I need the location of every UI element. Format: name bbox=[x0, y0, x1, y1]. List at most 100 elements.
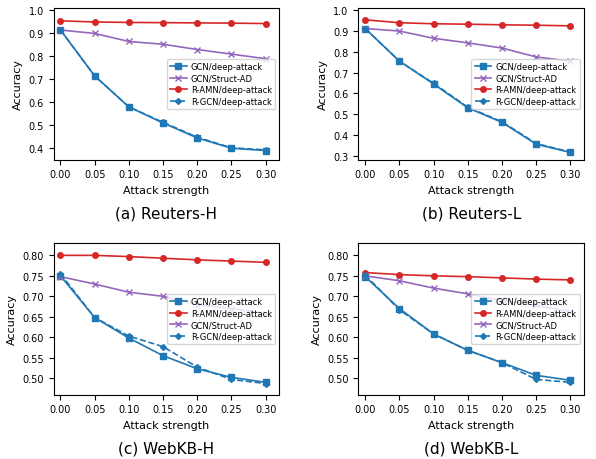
Line: R-GCN/deep-attack: R-GCN/deep-attack bbox=[58, 272, 268, 386]
R-AMN/deep-attack bbox=[533, 277, 540, 282]
GCN/deep-attack bbox=[430, 82, 437, 88]
R-GCN/deep-attack bbox=[567, 150, 574, 156]
R-AMN/deep-attack bbox=[498, 275, 505, 281]
GCN/deep-attack bbox=[91, 74, 98, 79]
GCN/deep-attack bbox=[396, 306, 403, 312]
R-GCN/deep-attack bbox=[262, 381, 269, 386]
GCN/Struct-AD bbox=[464, 41, 471, 46]
X-axis label: Attack strength: Attack strength bbox=[428, 185, 514, 196]
R-GCN/deep-attack bbox=[567, 380, 574, 385]
Y-axis label: Accuracy: Accuracy bbox=[312, 294, 321, 345]
GCN/Struct-AD bbox=[362, 27, 369, 32]
Y-axis label: Accuracy: Accuracy bbox=[318, 59, 328, 110]
GCN/Struct-AD bbox=[430, 36, 437, 42]
R-AMN/deep-attack bbox=[362, 270, 369, 276]
R-GCN/deep-attack bbox=[57, 271, 64, 277]
R-AMN/deep-attack bbox=[567, 24, 574, 29]
R-AMN/deep-attack bbox=[194, 257, 201, 263]
R-GCN/deep-attack bbox=[160, 120, 167, 126]
GCN/deep-attack bbox=[362, 27, 369, 32]
GCN/Struct-AD bbox=[362, 274, 369, 279]
GCN/deep-attack bbox=[91, 315, 98, 321]
Legend: GCN/deep-attack, R-AMN/deep-attack, GCN/Struct-AD, R-GCN/deep-attack: GCN/deep-attack, R-AMN/deep-attack, GCN/… bbox=[166, 294, 275, 344]
R-GCN/deep-attack bbox=[498, 360, 505, 366]
R-AMN/deep-attack bbox=[533, 23, 540, 29]
GCN/Struct-AD bbox=[57, 28, 64, 34]
R-GCN/deep-attack bbox=[533, 377, 540, 382]
GCN/Struct-AD bbox=[533, 55, 540, 61]
X-axis label: Attack strength: Attack strength bbox=[123, 420, 210, 430]
GCN/Struct-AD bbox=[228, 306, 235, 312]
R-AMN/deep-attack bbox=[194, 21, 201, 27]
Line: R-AMN/deep-attack: R-AMN/deep-attack bbox=[58, 19, 268, 27]
X-axis label: Attack strength: Attack strength bbox=[123, 185, 210, 196]
R-AMN/deep-attack bbox=[228, 259, 235, 264]
R-GCN/deep-attack bbox=[194, 135, 201, 140]
GCN/deep-attack bbox=[430, 331, 437, 337]
R-AMN/deep-attack bbox=[430, 274, 437, 279]
GCN/deep-attack bbox=[498, 120, 505, 126]
GCN/Struct-AD bbox=[464, 291, 471, 297]
GCN/Struct-AD bbox=[567, 309, 574, 315]
R-AMN/deep-attack bbox=[262, 22, 269, 27]
Line: GCN/deep-attack: GCN/deep-attack bbox=[362, 274, 573, 383]
GCN/Struct-AD bbox=[194, 302, 201, 308]
R-GCN/deep-attack bbox=[125, 334, 132, 339]
R-AMN/deep-attack bbox=[362, 18, 369, 23]
R-GCN/deep-attack bbox=[430, 331, 437, 337]
R-GCN/deep-attack bbox=[57, 28, 64, 34]
GCN/deep-attack bbox=[262, 380, 269, 385]
GCN/deep-attack bbox=[533, 142, 540, 148]
R-GCN/deep-attack bbox=[228, 146, 235, 151]
R-GCN/deep-attack bbox=[228, 377, 235, 382]
R-AMN/deep-attack bbox=[91, 20, 98, 26]
R-AMN/deep-attack bbox=[91, 253, 98, 258]
GCN/deep-attack bbox=[57, 28, 64, 34]
GCN/deep-attack bbox=[464, 348, 471, 353]
R-GCN/deep-attack bbox=[262, 148, 269, 153]
GCN/Struct-AD bbox=[194, 48, 201, 53]
R-AMN/deep-attack bbox=[228, 21, 235, 27]
R-AMN/deep-attack bbox=[160, 256, 167, 262]
Line: R-GCN/deep-attack: R-GCN/deep-attack bbox=[58, 29, 268, 152]
R-AMN/deep-attack bbox=[160, 21, 167, 26]
R-GCN/deep-attack bbox=[91, 315, 98, 321]
R-GCN/deep-attack bbox=[194, 364, 201, 370]
GCN/deep-attack bbox=[396, 59, 403, 65]
GCN/Struct-AD bbox=[57, 274, 64, 280]
Line: GCN/deep-attack: GCN/deep-attack bbox=[58, 28, 268, 154]
Line: GCN/Struct-AD: GCN/Struct-AD bbox=[362, 27, 573, 65]
Line: R-AMN/deep-attack: R-AMN/deep-attack bbox=[362, 270, 573, 283]
R-GCN/deep-attack bbox=[396, 308, 403, 313]
GCN/Struct-AD bbox=[91, 282, 98, 287]
GCN/deep-attack bbox=[57, 274, 64, 279]
R-GCN/deep-attack bbox=[91, 74, 98, 79]
Y-axis label: Accuracy: Accuracy bbox=[7, 294, 17, 345]
Line: R-AMN/deep-attack: R-AMN/deep-attack bbox=[58, 253, 268, 265]
GCN/Struct-AD bbox=[498, 298, 505, 303]
GCN/Struct-AD bbox=[125, 39, 132, 45]
Line: GCN/Struct-AD: GCN/Struct-AD bbox=[362, 274, 573, 315]
GCN/deep-attack bbox=[160, 121, 167, 127]
GCN/deep-attack bbox=[262, 148, 269, 154]
R-AMN/deep-attack bbox=[396, 272, 403, 278]
GCN/deep-attack bbox=[194, 136, 201, 141]
R-GCN/deep-attack bbox=[464, 105, 471, 111]
Line: GCN/Struct-AD: GCN/Struct-AD bbox=[58, 274, 268, 317]
R-AMN/deep-attack bbox=[567, 278, 574, 283]
Line: R-GCN/deep-attack: R-GCN/deep-attack bbox=[363, 28, 573, 155]
Text: (b) Reuters-L: (b) Reuters-L bbox=[421, 206, 521, 221]
GCN/Struct-AD bbox=[430, 286, 437, 291]
GCN/deep-attack bbox=[567, 378, 574, 383]
Line: GCN/Struct-AD: GCN/Struct-AD bbox=[58, 28, 268, 62]
GCN/Struct-AD bbox=[160, 294, 167, 299]
Line: GCN/deep-attack: GCN/deep-attack bbox=[58, 274, 268, 385]
GCN/Struct-AD bbox=[567, 59, 574, 65]
GCN/Struct-AD bbox=[91, 32, 98, 37]
R-GCN/deep-attack bbox=[160, 344, 167, 350]
Line: R-AMN/deep-attack: R-AMN/deep-attack bbox=[362, 18, 573, 29]
GCN/Struct-AD bbox=[396, 278, 403, 284]
GCN/Struct-AD bbox=[160, 42, 167, 48]
GCN/Struct-AD bbox=[533, 303, 540, 308]
GCN/deep-attack bbox=[125, 336, 132, 341]
